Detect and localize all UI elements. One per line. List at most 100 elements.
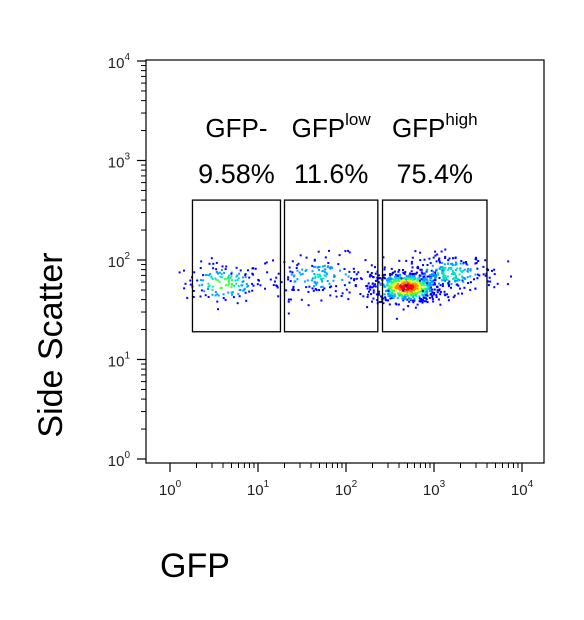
scatter-point [428, 275, 431, 278]
scatter-point [435, 274, 438, 277]
scatter-point [422, 281, 425, 284]
scatter-point [293, 275, 295, 278]
scatter-point [387, 293, 390, 295]
scatter-point [426, 284, 429, 287]
scatter-point [371, 300, 373, 303]
scatter-point [345, 288, 348, 291]
scatter-point [423, 284, 426, 287]
scatter-point [487, 284, 490, 287]
scatter-point [461, 269, 464, 272]
scatter-point [411, 276, 414, 279]
scatter-point [313, 259, 316, 262]
scatter-point [422, 264, 424, 267]
scatter-point [397, 285, 400, 288]
scatter-point [427, 286, 430, 289]
scatter-point [189, 283, 192, 286]
scatter-point [450, 286, 452, 289]
x-axis-title: GFP [160, 547, 230, 585]
scatter-point [482, 265, 485, 268]
scatter-point [328, 249, 330, 252]
scatter-point [484, 259, 487, 262]
scatter-point [421, 300, 424, 303]
scatter-point [426, 264, 429, 266]
scatter-point [443, 290, 446, 293]
scatter-point [215, 261, 218, 264]
scatter-point [475, 256, 477, 259]
scatter-point [297, 262, 300, 265]
scatter-point [440, 268, 443, 271]
scatter-point [287, 278, 290, 281]
scatter-point [405, 259, 408, 262]
scatter-point [383, 266, 386, 269]
scatter-point [178, 271, 181, 274]
scatter-point [325, 272, 328, 275]
scatter-point [384, 297, 387, 300]
scatter-point [220, 276, 223, 279]
scatter-point [439, 291, 442, 293]
scatter-point [406, 293, 409, 296]
scatter-point [287, 276, 290, 279]
scatter-point [296, 264, 299, 267]
scatter-point [408, 286, 411, 289]
scatter-point [230, 272, 233, 275]
scatter-point [300, 298, 303, 301]
scatter-point [415, 287, 418, 290]
scatter-point [452, 296, 455, 299]
scatter-point [222, 297, 225, 300]
scatter-point [183, 287, 186, 290]
scatter-point [399, 291, 402, 293]
scatter-point [378, 277, 381, 280]
scatter-point [398, 280, 401, 282]
scatter-point [386, 279, 388, 282]
scatter-point [410, 262, 413, 265]
scatter-point [415, 283, 418, 286]
scatter-point [428, 257, 431, 260]
scatter-point [411, 292, 414, 295]
scatter-point [395, 282, 397, 285]
scatter-point [216, 293, 219, 296]
scatter-point [407, 288, 410, 291]
scatter-point [452, 272, 455, 275]
scatter-point [277, 295, 280, 298]
scatter-point [408, 300, 411, 303]
scatter-point [383, 293, 386, 296]
scatter-point [333, 275, 336, 278]
scatter-point [506, 283, 509, 286]
scatter-point [429, 276, 431, 279]
scatter-point [374, 283, 376, 286]
y-tick-label: 103 [108, 152, 131, 172]
scatter-point [429, 289, 432, 292]
scatter-point [413, 272, 416, 275]
scatter-point [350, 277, 353, 280]
scatter-point [383, 268, 386, 271]
scatter-point [420, 271, 423, 274]
scatter-point [456, 279, 459, 282]
scatter-point [459, 267, 462, 270]
scatter-point [460, 260, 463, 262]
scatter-point [391, 291, 394, 293]
scatter-point [447, 285, 450, 288]
y-tick-label: 104 [108, 52, 131, 72]
scatter-point [392, 280, 395, 283]
scatter-point [321, 270, 324, 272]
scatter-point [183, 269, 185, 272]
scatter-point [414, 277, 417, 280]
scatter-point [409, 272, 412, 275]
scatter-point [458, 279, 461, 282]
scatter-point [236, 278, 239, 281]
scatter-point [416, 281, 419, 284]
scatter-point [404, 270, 407, 273]
scatter-point [289, 298, 292, 301]
scatter-point [296, 278, 299, 281]
scatter-point [469, 275, 472, 278]
scatter-point [207, 288, 209, 290]
scatter-point [425, 294, 427, 296]
scatter-point [400, 293, 403, 296]
scatter-point [326, 266, 329, 268]
scatter-point [410, 283, 413, 286]
scatter-point [409, 293, 412, 296]
scatter-point [475, 261, 478, 264]
scatter-point [244, 276, 247, 279]
scatter-point [461, 279, 464, 282]
